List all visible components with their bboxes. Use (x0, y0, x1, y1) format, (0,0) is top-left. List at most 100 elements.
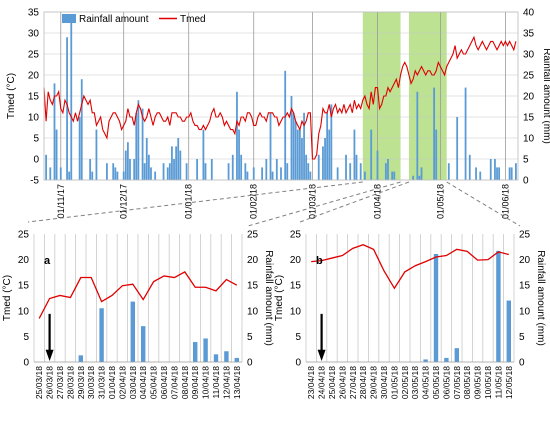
y-left-tick-label: -5 (30, 176, 39, 187)
rainfall-bar (124, 150, 127, 180)
rainfall-bar (363, 171, 366, 180)
rainfall-bar (137, 100, 140, 180)
y-right-tick-label: 15 (247, 281, 259, 292)
rainfall-bar (95, 129, 98, 180)
y-right-tick-label: 25 (247, 230, 259, 241)
x-tick-label: 08/05/18 (462, 366, 472, 399)
legend-tmed-label: Tmed (180, 14, 206, 25)
rainfall-bar (112, 163, 115, 180)
rainfall-bar (284, 70, 287, 180)
y-right-tick-label: 20 (247, 255, 259, 266)
rainfall-bar (68, 171, 71, 180)
rainfall-bar (133, 159, 136, 180)
rainfall-bar (489, 159, 492, 180)
rainfall-bar (271, 171, 274, 180)
rainfall-bar (353, 129, 356, 180)
rainfall-bar (301, 138, 303, 180)
rainfall-bar (244, 163, 247, 180)
rainfall-bar (143, 163, 146, 180)
chart-panel-b: 0 5 10 15 20 25 0 5 10 15 20 25 b 23/04/18 24/04/18 25/… (274, 230, 546, 400)
y-right-tick-label: 35 (523, 29, 535, 40)
rainfall-bar (294, 121, 297, 180)
x-tick-label: 02/05/18 (400, 366, 410, 399)
y-right-tick-label: 20 (523, 92, 535, 103)
rainfall-bar (447, 163, 450, 180)
rainfall-bar (292, 112, 295, 180)
x-tick-label: 07/04/18 (169, 366, 179, 399)
zoom-connector-line (446, 181, 521, 227)
y-left-tick-label: 10 (18, 306, 30, 317)
rainfall-bar (454, 348, 459, 362)
rainfall-bar (322, 146, 324, 180)
rainfall-bar (147, 154, 150, 180)
chart-panel-a: 0 5 10 15 20 25 0 5 10 15 20 25 a 25/03/18 26/03/18 27/… (2, 230, 274, 400)
rainfall-bar (423, 359, 428, 362)
rainfall-bar (114, 167, 117, 180)
rainfall-bar (309, 171, 312, 180)
y-left-axis-title: Tmed (°C) (6, 73, 17, 119)
y-right-tick-label: 10 (523, 134, 535, 145)
rainfall-bar (261, 167, 264, 180)
x-tick-label: 05/05/18 (431, 366, 441, 399)
x-tick-label: 02/04/18 (117, 366, 127, 399)
rainfall-bar (412, 175, 415, 180)
rainfall-bar (171, 146, 173, 180)
x-tick-label: 01/02/18 (249, 184, 259, 219)
rainfall-bar (53, 83, 56, 180)
rainfall-bar (91, 171, 94, 180)
rainfall-bar (78, 117, 81, 180)
x-tick-label: 01/06/18 (500, 184, 510, 219)
rainfall-bar (99, 308, 104, 362)
x-tick-label: 25/04/18 (327, 366, 337, 399)
rainfall-bar (298, 129, 301, 180)
rainfall-bar (317, 154, 320, 180)
rainfall-bar (370, 129, 373, 180)
legend-rainfall-swatch (62, 14, 76, 23)
rainfall-bar (330, 104, 333, 180)
rainfall-bar (376, 150, 379, 180)
rainfall-bar (116, 171, 119, 180)
y-left-tick-label: 15 (28, 92, 40, 103)
x-tick-label: 23/04/18 (306, 366, 316, 399)
rainfall-bar (66, 37, 68, 181)
x-tick-label: 06/04/18 (159, 366, 169, 399)
rainfall-bar (336, 167, 339, 180)
rainfall-bar (193, 342, 198, 362)
y-left-tick-label: 5 (295, 332, 301, 343)
legend-rainfall-label: Rainfall amount (79, 14, 149, 25)
zoom-connector-line (27, 181, 363, 223)
rainfall-bar (210, 159, 213, 180)
rainfall-bar (70, 20, 73, 181)
rainfall-bar (391, 171, 394, 180)
x-tick-label: 29/03/18 (76, 366, 86, 399)
y-left-tick-label: 20 (18, 255, 30, 266)
y-left-tick-label: 0 (23, 358, 29, 369)
y-left-tick-label: 15 (18, 281, 30, 292)
rainfall-bar (203, 338, 208, 362)
tmed-line (38, 271, 238, 319)
y-right-tick-label: 5 (247, 332, 253, 343)
x-tick-label: 07/05/18 (452, 366, 462, 399)
x-tick-label: 10/04/18 (201, 366, 211, 399)
zoom-connector-lines (27, 181, 521, 227)
rainfall-bar (498, 167, 501, 180)
x-tick-label: 30/03/18 (86, 366, 96, 399)
rainfall-bar (204, 163, 207, 180)
rainfall-bar (141, 108, 144, 180)
rainfall-bar (135, 112, 138, 180)
x-tick-label: 29/04/18 (369, 366, 379, 399)
x-tick-label: 31/03/18 (97, 366, 107, 399)
y-left-tick-label: 0 (295, 358, 301, 369)
rainfall-bar (305, 154, 308, 180)
x-tick-label: 01/12/17 (119, 184, 129, 219)
rainfall-bar (231, 154, 234, 180)
arrow-head (317, 349, 326, 361)
rainfall-bar (154, 171, 157, 180)
panel-label: a (44, 255, 51, 267)
rainfall-bar (224, 351, 229, 362)
rainfall-bar (475, 167, 477, 180)
y-right-tick-label: 15 (519, 281, 531, 292)
y-left-tick-label: 30 (28, 29, 40, 40)
